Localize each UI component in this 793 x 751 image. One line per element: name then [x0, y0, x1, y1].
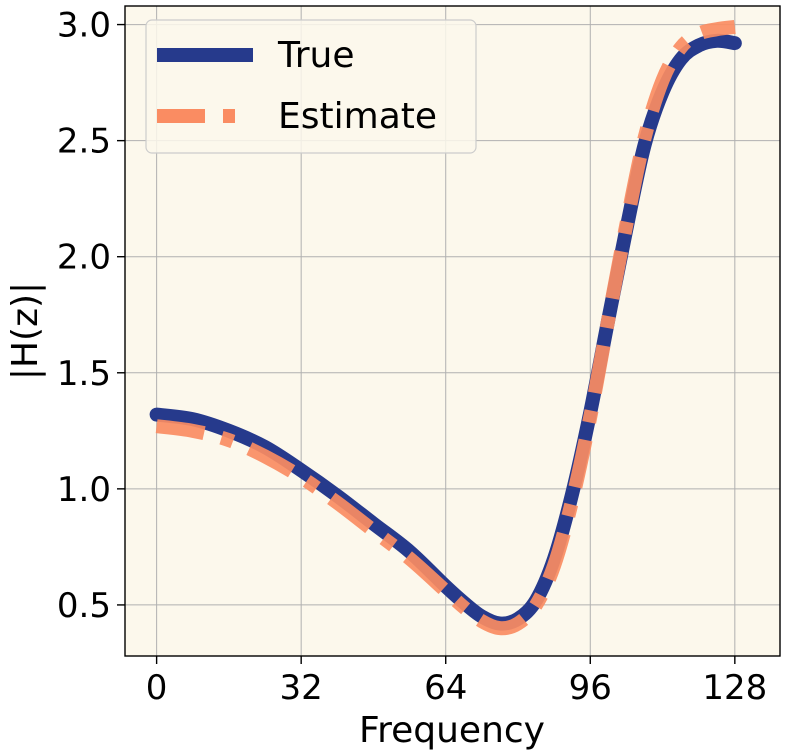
y-tick-label: 3.0: [57, 6, 111, 46]
x-tick-label: 64: [424, 668, 467, 708]
x-tick-label: 32: [280, 668, 323, 708]
y-axis-label: |H(z)|: [5, 282, 46, 380]
y-tick-label: 0.5: [57, 586, 111, 626]
x-axis-label: Frequency: [359, 710, 545, 751]
y-tick-label: 2.5: [57, 122, 111, 162]
x-tick-label: 0: [146, 668, 168, 708]
series-layer: [149, 19, 742, 636]
plot-frame: [124, 5, 781, 657]
legend-estimate-label: Estimate: [278, 96, 437, 137]
legend: True Estimate: [145, 19, 477, 154]
x-tick-label: 128: [702, 668, 767, 708]
y-tick-label: 1.5: [57, 354, 111, 394]
series-line-estimate: [155, 19, 736, 636]
x-tick-label: 96: [569, 668, 612, 708]
legend-true-label: True: [277, 35, 354, 76]
y-tick-label: 2.0: [57, 238, 111, 278]
y-tick-label: 1.0: [57, 470, 111, 510]
ticks: 0 32 64 96 128 0.5 1.0 1.5 2.0 2.5 3.0: [57, 6, 767, 708]
